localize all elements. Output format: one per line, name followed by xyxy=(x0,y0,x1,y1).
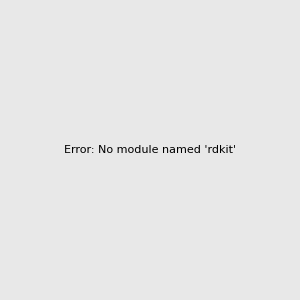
Text: Error: No module named 'rdkit': Error: No module named 'rdkit' xyxy=(64,145,236,155)
